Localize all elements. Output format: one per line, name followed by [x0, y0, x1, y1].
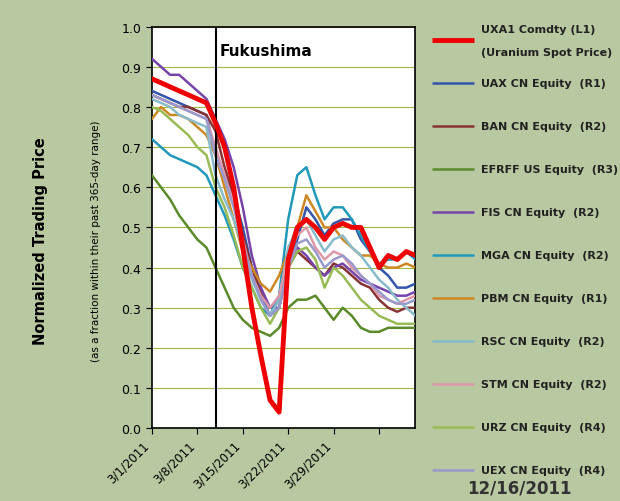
Text: UAX CN Equity  (R1): UAX CN Equity (R1) [481, 79, 606, 89]
Text: 12/16/2011: 12/16/2011 [467, 479, 572, 497]
Text: URZ CN Equity  (R4): URZ CN Equity (R4) [481, 422, 606, 432]
Text: Fukushima: Fukushima [220, 44, 313, 59]
Text: RSC CN Equity  (R2): RSC CN Equity (R2) [481, 336, 605, 346]
Text: MGA CN Equity  (R2): MGA CN Equity (R2) [481, 250, 609, 261]
Text: (Uranium Spot Price): (Uranium Spot Price) [481, 48, 613, 58]
Text: UEX CN Equity  (R4): UEX CN Equity (R4) [481, 465, 606, 475]
Text: (as a fraction within their past 365-day range): (as a fraction within their past 365-day… [91, 120, 101, 361]
Text: EFRFF US Equity  (R3): EFRFF US Equity (R3) [481, 165, 619, 175]
Text: FIS CN Equity  (R2): FIS CN Equity (R2) [481, 207, 600, 217]
Text: STM CN Equity  (R2): STM CN Equity (R2) [481, 379, 607, 389]
Text: BAN CN Equity  (R2): BAN CN Equity (R2) [481, 122, 607, 132]
Text: Normalized Trading Price: Normalized Trading Price [33, 137, 48, 344]
Text: UXA1 Comdty (L1): UXA1 Comdty (L1) [481, 25, 596, 35]
Text: PBM CN Equity  (R1): PBM CN Equity (R1) [481, 294, 608, 304]
